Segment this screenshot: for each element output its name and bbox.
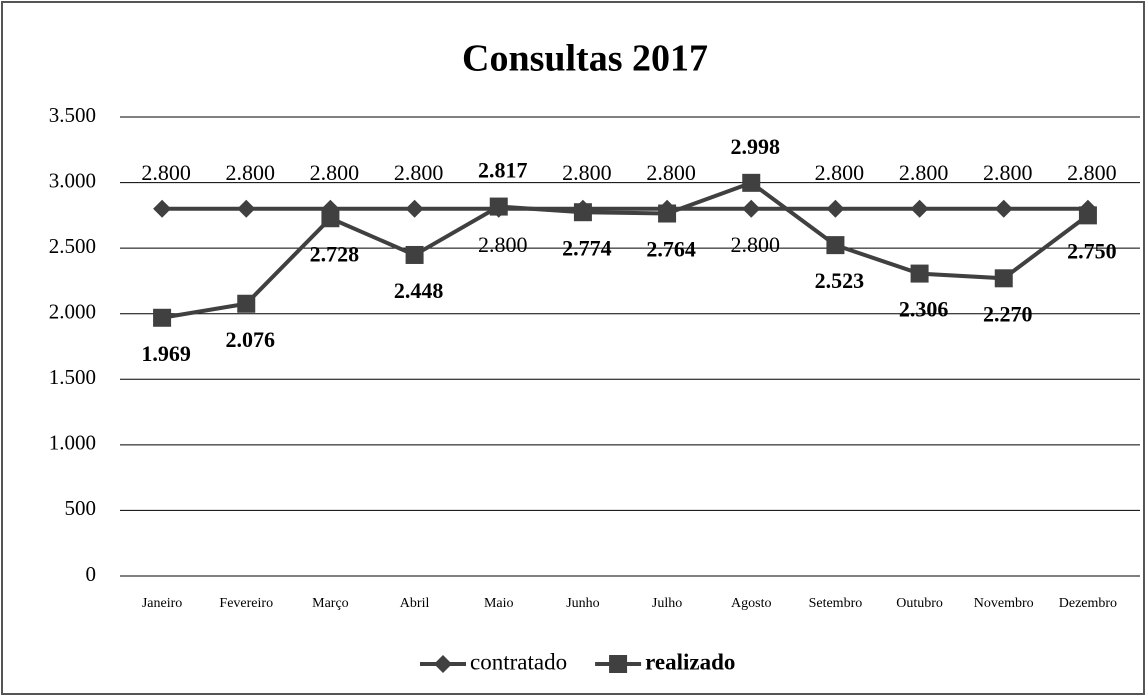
data-label: 2.800 bbox=[1067, 160, 1117, 185]
marker-square bbox=[405, 245, 424, 264]
data-label: 2.800 bbox=[478, 232, 528, 257]
data-label: 2.800 bbox=[731, 232, 781, 257]
marker-square bbox=[573, 203, 592, 222]
marker-diamond bbox=[153, 199, 172, 218]
data-label: 2.800 bbox=[815, 160, 865, 185]
marker-diamond bbox=[742, 199, 761, 218]
data-label: 2.076 bbox=[226, 327, 276, 352]
data-label: 2.800 bbox=[226, 160, 276, 185]
data-label: 2.764 bbox=[646, 237, 696, 262]
data-label: 2.800 bbox=[899, 160, 949, 185]
marker-diamond bbox=[910, 199, 929, 218]
legend-label: contratado bbox=[470, 649, 567, 674]
marker-square bbox=[826, 236, 845, 255]
marker-square bbox=[489, 197, 508, 216]
marker-square bbox=[994, 269, 1013, 288]
y-tick-label: 2.500 bbox=[49, 234, 96, 258]
marker-square bbox=[742, 173, 761, 192]
data-label: 2.448 bbox=[394, 278, 444, 303]
data-label: 2.800 bbox=[141, 160, 191, 185]
data-label: 2.523 bbox=[815, 268, 865, 293]
y-tick-label: 3.000 bbox=[49, 168, 96, 192]
y-tick-label: 1.000 bbox=[49, 431, 96, 455]
y-tick-label: 3.500 bbox=[49, 103, 96, 127]
data-label: 2.270 bbox=[983, 301, 1033, 326]
marker-square bbox=[658, 204, 677, 223]
x-tick-label: Junho bbox=[566, 596, 599, 611]
marker-diamond bbox=[237, 199, 256, 218]
data-label: 2.800 bbox=[562, 160, 612, 185]
data-label: 2.800 bbox=[394, 160, 444, 185]
legend-marker bbox=[609, 655, 628, 673]
marker-diamond bbox=[405, 199, 424, 218]
marker-square bbox=[910, 264, 929, 283]
data-label: 2.998 bbox=[731, 134, 781, 159]
marker-square bbox=[1078, 206, 1097, 225]
data-label: 2.800 bbox=[983, 160, 1033, 185]
chart-title: Consultas 2017 bbox=[462, 38, 708, 80]
x-tick-label: Agosto bbox=[731, 596, 771, 611]
x-tick-label: Outubro bbox=[896, 596, 943, 611]
data-label: 2.750 bbox=[1067, 238, 1117, 263]
data-label: 2.800 bbox=[310, 160, 360, 185]
data-label: 2.817 bbox=[478, 158, 528, 183]
line-realizado bbox=[161, 180, 1090, 320]
x-tick-label: Novembro bbox=[974, 596, 1034, 611]
y-tick-label: 2.000 bbox=[49, 300, 96, 324]
x-tick-label: Setembro bbox=[809, 596, 863, 611]
legend-marker bbox=[434, 655, 452, 673]
x-tick-label: Abril bbox=[400, 596, 430, 611]
data-label: 2.800 bbox=[646, 160, 696, 185]
marker-square bbox=[153, 308, 172, 327]
marker-diamond bbox=[994, 199, 1013, 218]
y-tick-label: 1.500 bbox=[49, 365, 96, 389]
x-tick-label: Julho bbox=[652, 596, 682, 611]
y-tick-label: 0 bbox=[86, 562, 97, 586]
x-tick-label: Dezembro bbox=[1059, 596, 1117, 611]
marker-square bbox=[321, 209, 340, 228]
x-tick-label: Fevereiro bbox=[219, 596, 273, 611]
marker-square bbox=[237, 294, 256, 313]
data-label: 1.969 bbox=[141, 341, 191, 366]
x-tick-label: Janeiro bbox=[142, 596, 182, 611]
legend-label: realizado bbox=[645, 649, 735, 674]
data-label: 2.774 bbox=[562, 235, 612, 260]
y-tick-label: 500 bbox=[65, 496, 97, 520]
marker-diamond bbox=[826, 199, 845, 218]
x-tick-label: Março bbox=[312, 596, 349, 611]
x-tick-label: Maio bbox=[484, 596, 514, 611]
data-label: 2.728 bbox=[310, 241, 360, 266]
data-label: 2.306 bbox=[899, 297, 949, 322]
